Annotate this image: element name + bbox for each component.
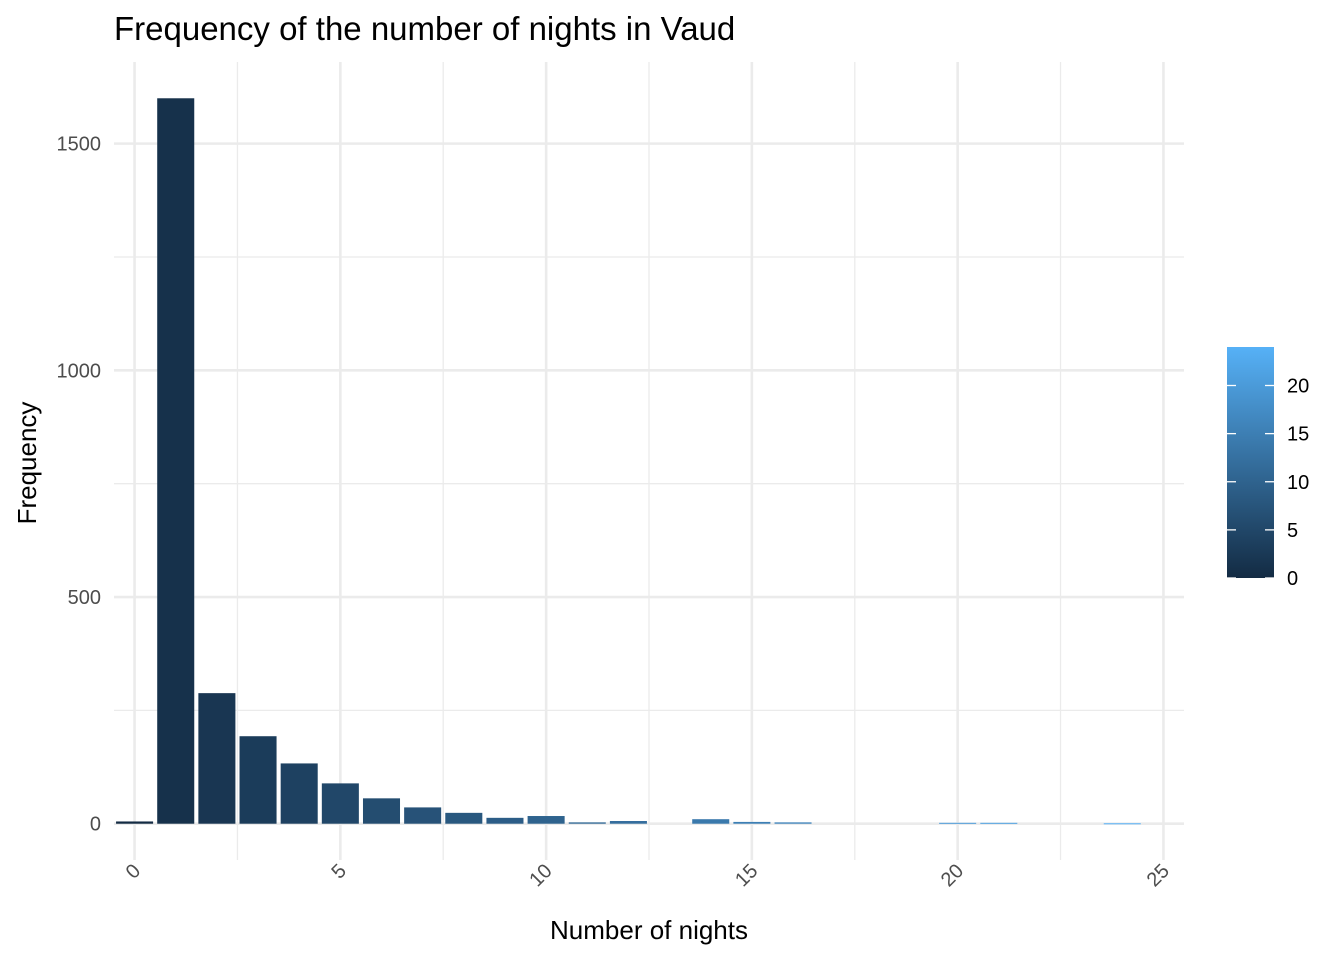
x-axis-tick-labels: 0 5 10 15 20 25 xyxy=(122,860,1174,891)
bar xyxy=(609,821,647,824)
x-tick-label: 5 xyxy=(327,860,350,883)
x-tick-label: 20 xyxy=(937,860,968,891)
colorbar-label: 5 xyxy=(1287,520,1298,542)
bar xyxy=(527,816,565,824)
y-tick-label: 1000 xyxy=(57,360,102,382)
y-axis-tick-labels: 0 500 1000 1500 xyxy=(57,134,102,836)
x-tick-label: 25 xyxy=(1143,860,1174,891)
bar xyxy=(486,817,524,824)
x-axis-title: Number of nights xyxy=(550,915,748,945)
colorbar-label: 15 xyxy=(1287,424,1309,446)
bar xyxy=(939,822,977,824)
bar xyxy=(362,798,401,824)
colorbar xyxy=(1227,347,1274,578)
bars xyxy=(116,98,1141,825)
bar xyxy=(198,693,236,824)
bar xyxy=(774,822,812,824)
bar xyxy=(980,822,1018,824)
colorbar-label: 20 xyxy=(1287,376,1309,398)
colorbar-label: 0 xyxy=(1287,568,1298,590)
bar xyxy=(1103,823,1141,825)
x-tick-label: 10 xyxy=(525,860,556,891)
bar xyxy=(404,807,442,824)
colorbar-ticks: 0 5 10 15 20 xyxy=(1227,376,1309,590)
bar xyxy=(692,819,730,824)
x-tick-label: 15 xyxy=(731,860,762,891)
y-tick-label: 500 xyxy=(68,587,101,609)
bar xyxy=(280,763,318,824)
y-tick-label: 0 xyxy=(90,814,101,836)
bar xyxy=(116,821,154,824)
minor-gridlines xyxy=(114,62,1184,860)
y-axis-title: Frequency xyxy=(12,402,42,525)
x-tick-label: 0 xyxy=(122,860,145,883)
bar xyxy=(321,783,359,824)
bar xyxy=(239,736,277,824)
chart-title: Frequency of the number of nights in Vau… xyxy=(114,10,735,47)
y-tick-label: 1500 xyxy=(57,134,102,156)
bar xyxy=(157,98,195,824)
bar xyxy=(445,812,483,824)
bar xyxy=(733,821,771,824)
color-legend: 0 5 10 15 20 xyxy=(1227,347,1309,590)
bar xyxy=(568,822,606,824)
colorbar-label: 10 xyxy=(1287,472,1309,494)
